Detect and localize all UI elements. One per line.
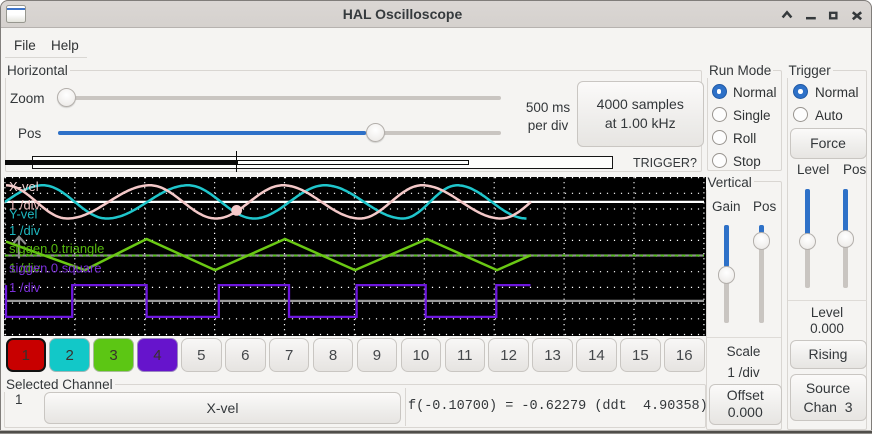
svg-text:Y-vel: Y-vel (9, 207, 38, 222)
svg-text:1 /div: 1 /div (9, 280, 41, 295)
svg-text:1 /div: 1 /div (9, 198, 41, 213)
svg-text:1 /div: 1 /div (9, 261, 41, 276)
svg-text:X-vel: X-vel (9, 179, 39, 194)
svg-text:1 /div: 1 /div (9, 223, 41, 238)
svg-text:siggen.0.square: siggen.0.square (9, 261, 102, 276)
svg-text:siggen.0.triangle: siggen.0.triangle (9, 241, 104, 256)
